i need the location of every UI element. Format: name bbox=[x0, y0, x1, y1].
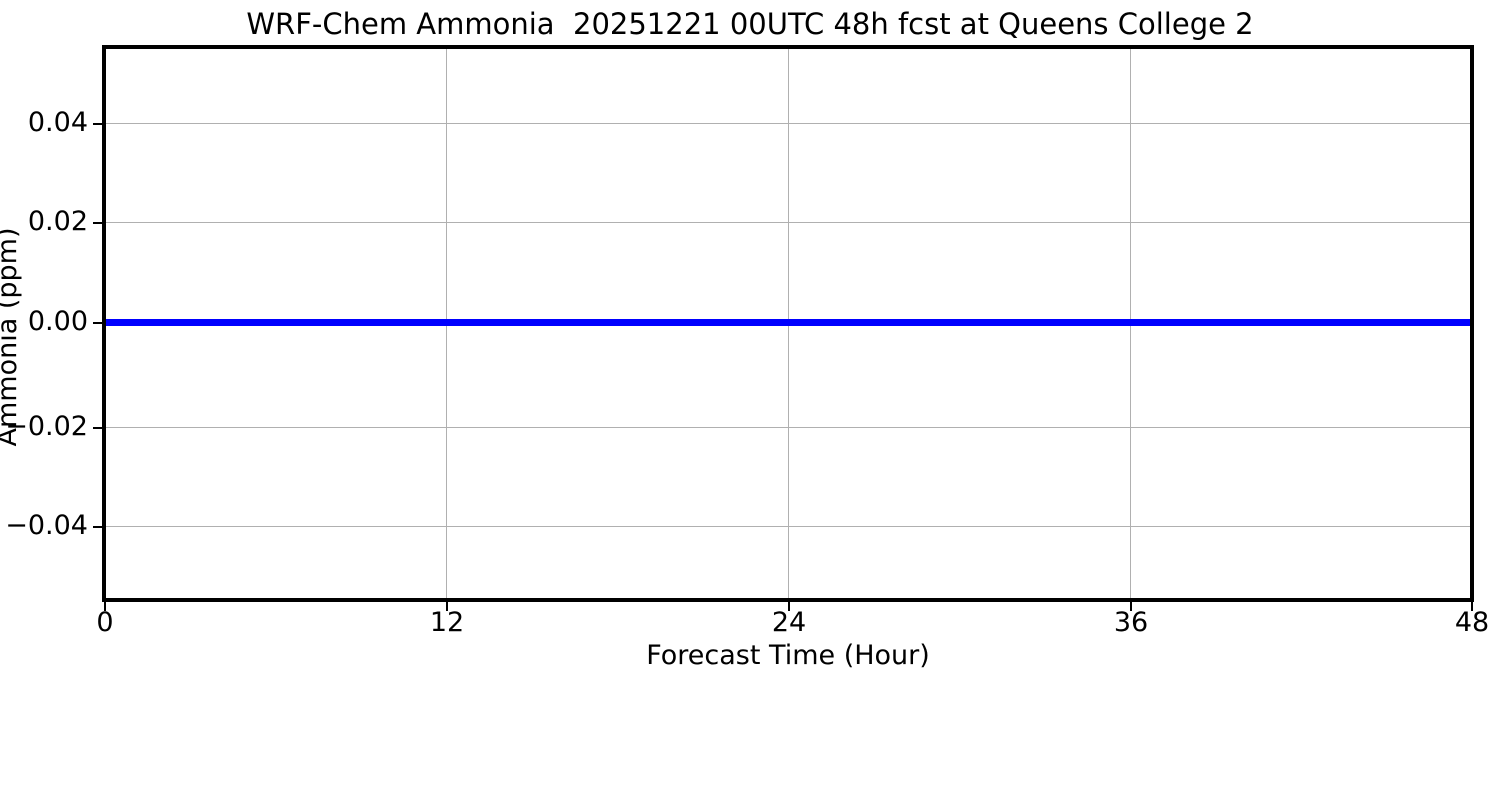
ytick-label-0.00: 0.00 bbox=[27, 306, 88, 337]
x-axis-label: Forecast Time (Hour) bbox=[646, 640, 930, 671]
axis-spine-right bbox=[1470, 45, 1474, 602]
xtick-mark-0 bbox=[104, 600, 106, 611]
ytick-mark-0.00 bbox=[93, 322, 104, 324]
xtick-mark-48 bbox=[1471, 600, 1473, 611]
ytick-mark-0.04 bbox=[93, 123, 104, 125]
xtick-mark-36 bbox=[1130, 600, 1132, 611]
ytick-mark--0.04 bbox=[93, 526, 104, 528]
ytick-mark--0.02 bbox=[93, 427, 104, 429]
xtick-label-36: 36 bbox=[1113, 607, 1149, 638]
ytick-mark-0.02 bbox=[93, 222, 104, 224]
ytick-label-0.02: 0.02 bbox=[27, 206, 88, 237]
xtick-label-0: 0 bbox=[96, 607, 114, 638]
ytick-label--0.02: −0.02 bbox=[5, 411, 88, 442]
y-axis-label: Ammonia (ppm) bbox=[0, 227, 23, 447]
chart-title: WRF-Chem Ammonia 20251221 00UTC 48h fcst… bbox=[246, 7, 1254, 41]
ytick-label-0.04: 0.04 bbox=[27, 107, 88, 138]
xtick-label-24: 24 bbox=[771, 607, 807, 638]
xtick-label-12: 12 bbox=[429, 607, 465, 638]
ytick-label--0.04: −0.04 bbox=[5, 510, 88, 541]
series-line-ammonia bbox=[104, 319, 1472, 326]
xtick-mark-24 bbox=[788, 600, 790, 611]
xtick-mark-12 bbox=[446, 600, 448, 611]
axis-spine-left bbox=[102, 45, 106, 602]
xtick-label-48: 48 bbox=[1454, 607, 1490, 638]
axis-spine-top bbox=[102, 45, 1474, 49]
